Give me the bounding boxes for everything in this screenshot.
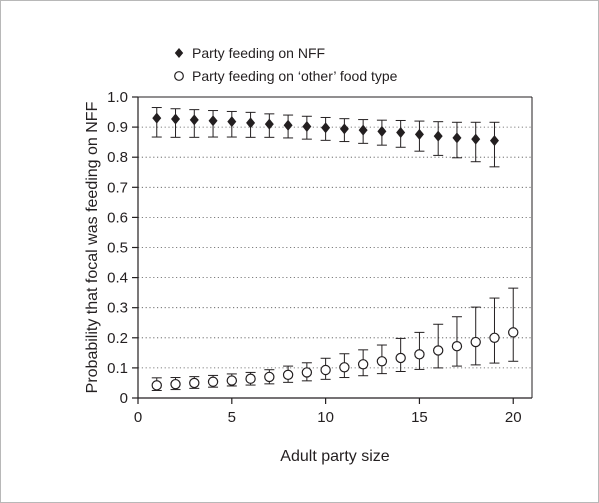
data-point-diamond xyxy=(358,124,368,136)
data-point-circle xyxy=(451,341,463,352)
data-point-circle xyxy=(320,364,331,376)
x-axis-title: Adult party size xyxy=(280,448,389,465)
legend-label-nff: Party feeding on NFF xyxy=(192,45,325,61)
axis-ticks: 0 0.1 0.2 0.3 0.4 0.5 0.6 0.7 0.8 0.9 1.0 0 5 10 15 20 xyxy=(107,89,521,426)
data-point-circle xyxy=(264,371,275,383)
y-tick-label: 0.7 xyxy=(107,179,128,196)
data-point-circle xyxy=(282,369,294,381)
data-point-diamond xyxy=(171,113,181,125)
data-point-diamond xyxy=(246,117,256,129)
data-point-circle xyxy=(301,367,313,378)
data-point-diamond xyxy=(302,120,312,132)
x-tick-label: 5 xyxy=(228,409,236,426)
data-point-diamond xyxy=(396,127,406,139)
data-point-diamond xyxy=(227,116,237,128)
data-point-diamond xyxy=(414,128,424,140)
y-axis-title: Probability that focal was feeding on NF… xyxy=(84,101,101,393)
data-point-circle xyxy=(432,345,444,356)
x-tick-label: 20 xyxy=(505,409,522,426)
data-point-diamond xyxy=(283,119,293,131)
data-point-circle xyxy=(189,377,200,389)
y-tick-label: 0.8 xyxy=(107,149,128,166)
data-point-circle xyxy=(207,376,219,387)
data-point-circle xyxy=(508,327,519,338)
data-point-diamond xyxy=(264,118,274,130)
y-tick-label: 0.1 xyxy=(107,360,128,377)
data-point-diamond xyxy=(489,135,499,147)
data-point-diamond xyxy=(339,123,349,135)
data-point-circle xyxy=(357,359,369,370)
data-point-circle xyxy=(376,356,388,367)
data-point-diamond xyxy=(208,115,218,127)
legend-label-other: Party feeding on ‘other’ food type xyxy=(192,68,398,84)
y-tick-label: 0.4 xyxy=(107,270,128,287)
data-point-diamond xyxy=(189,114,199,126)
y-tick-label: 1.0 xyxy=(107,89,128,106)
data-point-diamond xyxy=(471,133,481,145)
x-tick-label: 15 xyxy=(411,409,428,426)
series-other xyxy=(151,287,519,391)
data-point-circle xyxy=(226,375,238,386)
data-point-circle xyxy=(170,378,181,390)
y-tick-label: 0.2 xyxy=(107,330,128,347)
legend: Party feeding on NFF Party feeding on ‘o… xyxy=(174,45,398,84)
y-tick-label: 0.3 xyxy=(107,300,128,317)
data-point-circle xyxy=(470,336,481,348)
data-point-diamond xyxy=(452,132,462,144)
y-tick-label: 0.9 xyxy=(107,119,128,136)
grid-lines xyxy=(138,126,532,369)
legend-item-nff: Party feeding on NFF xyxy=(174,45,325,61)
data-point-circle xyxy=(339,362,350,373)
x-tick-label: 0 xyxy=(134,409,142,426)
data-point-diamond xyxy=(152,112,162,124)
legend-item-other: Party feeding on ‘other’ food type xyxy=(174,68,398,84)
y-tick-label: 0.5 xyxy=(107,240,128,257)
y-tick-label: 0.6 xyxy=(107,209,128,226)
data-point-circle xyxy=(395,352,406,364)
legend-marker-diamond xyxy=(174,48,184,58)
data-point-circle xyxy=(489,332,500,343)
data-point-diamond xyxy=(433,130,443,142)
y-tick-label: 0 xyxy=(120,390,128,407)
legend-marker-circle xyxy=(174,71,184,81)
data-marks xyxy=(151,107,519,391)
data-point-circle xyxy=(245,373,256,384)
series-nff xyxy=(151,107,500,168)
data-point-diamond xyxy=(321,122,331,134)
data-point-circle xyxy=(151,380,162,391)
data-point-circle xyxy=(414,349,425,360)
x-tick-label: 10 xyxy=(317,409,334,426)
